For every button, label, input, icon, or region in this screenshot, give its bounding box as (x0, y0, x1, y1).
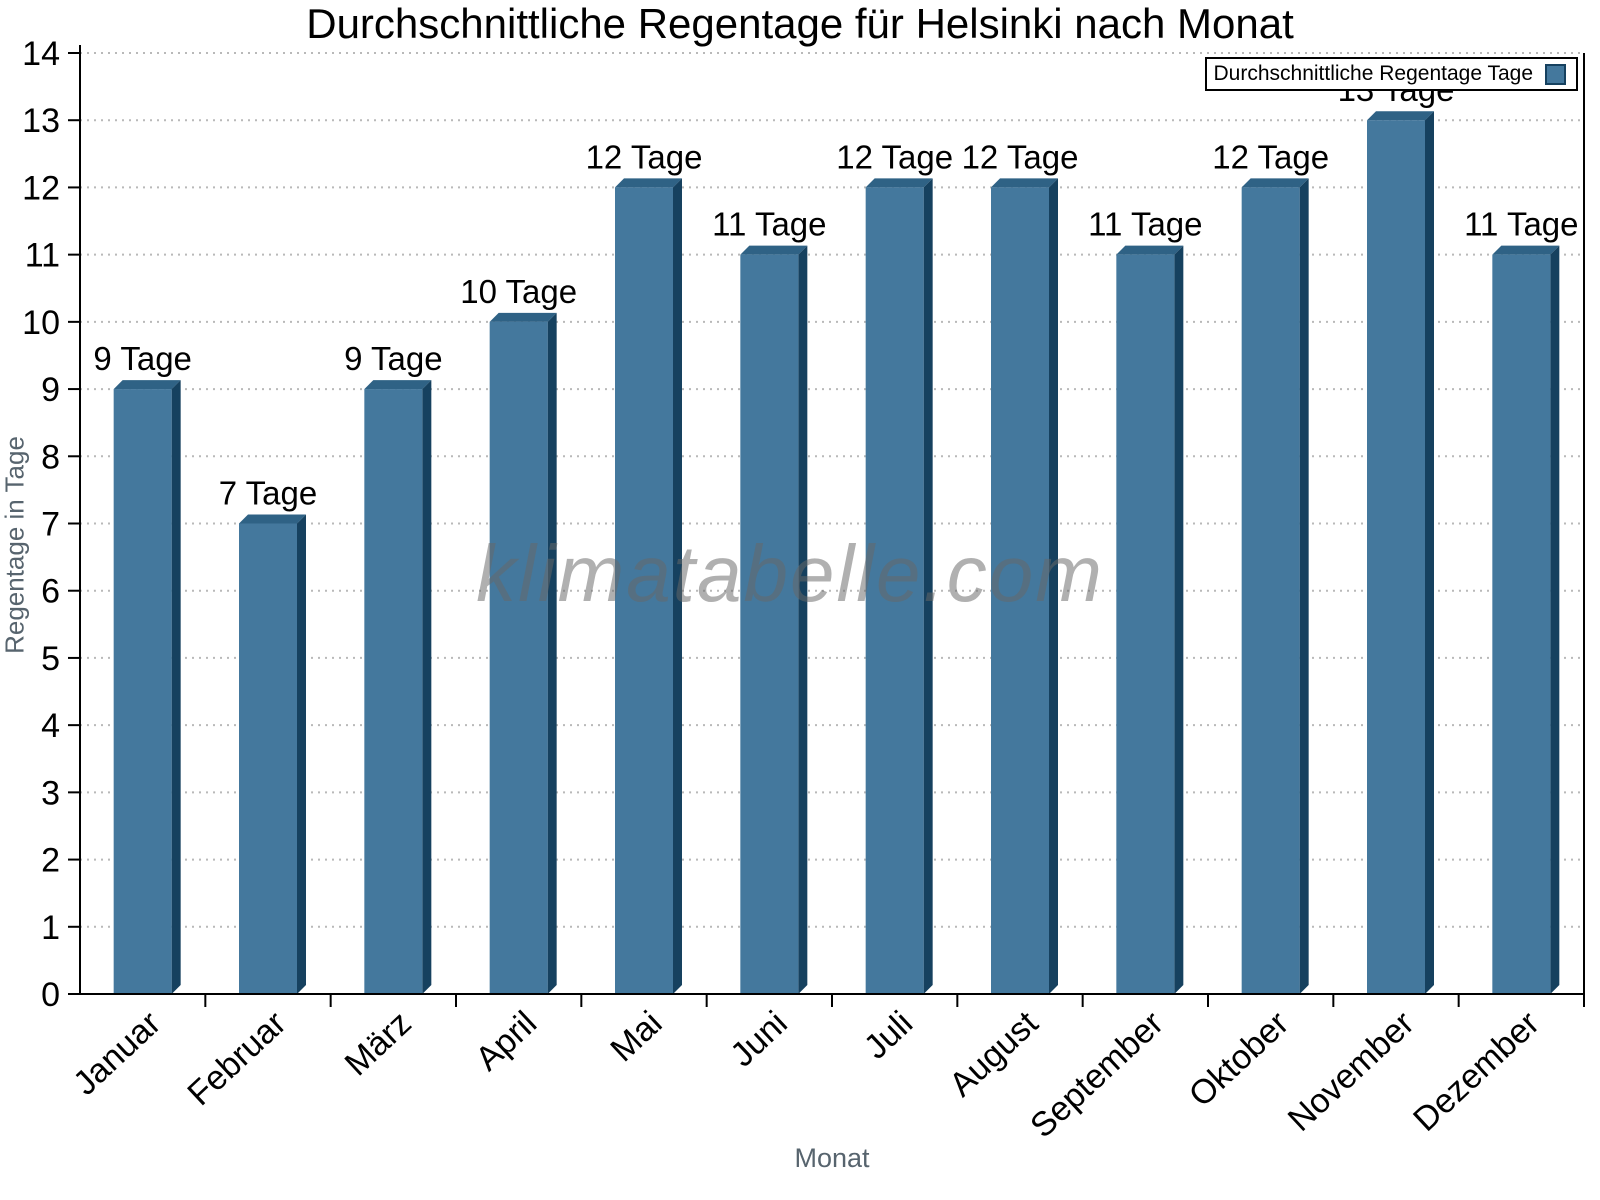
bar-top-face (991, 178, 1058, 188)
x-tick-label: September (1023, 1004, 1171, 1145)
bar-top-face (1367, 111, 1434, 121)
bar-top-face (1116, 245, 1184, 255)
bar-top-face (1241, 178, 1309, 188)
bar-side-face (798, 245, 808, 995)
bar-top-face (364, 380, 432, 390)
legend-label: Durchschnittliche Regentage Tage (1213, 62, 1533, 85)
y-tick-label: 5 (41, 640, 60, 678)
x-tick-label: Oktober (1182, 1004, 1296, 1114)
y-tick-label: 14 (22, 35, 60, 73)
bar-side-face (171, 380, 181, 995)
bar (364, 389, 423, 995)
bar (1116, 254, 1175, 995)
bar-value-label: 10 Tage (460, 273, 577, 310)
x-tick-label: Juni (723, 1004, 795, 1074)
y-tick-label: 2 (41, 842, 60, 880)
chart-title: Durchschnittliche Regentage für Helsinki… (306, 0, 1294, 47)
y-tick-label: 12 (22, 169, 60, 207)
y-axis-title: Regentage in Tage (0, 436, 30, 654)
bar (1241, 187, 1300, 994)
bar (489, 321, 548, 994)
x-tick-label: August (942, 1004, 1046, 1104)
bar-top-face (113, 380, 181, 390)
bar-value-label: 12 Tage (1212, 138, 1329, 175)
bar (1367, 120, 1425, 994)
x-tick-label: Mai (603, 1004, 669, 1069)
legend: Durchschnittliche Regentage Tage (1205, 57, 1578, 91)
bar-value-label: 12 Tage (836, 138, 953, 175)
x-tick-label: Januar (66, 1004, 168, 1103)
bar-value-label: 7 Tage (219, 475, 317, 512)
bar-top-face (239, 514, 306, 524)
bar (615, 187, 673, 994)
bar-value-label: 12 Tage (586, 138, 703, 175)
bar (1492, 254, 1551, 995)
x-tick-label: März (338, 1004, 419, 1083)
bar-top-face (615, 178, 682, 188)
bar-value-label: 9 Tage (93, 340, 191, 377)
bar (113, 389, 172, 995)
bar-value-label: 12 Tage (962, 138, 1079, 175)
x-tick-label: Dezember (1406, 1004, 1547, 1139)
bar (865, 187, 924, 994)
x-tick-label: November (1281, 1004, 1422, 1139)
bar-top-face (740, 245, 808, 255)
bar-side-face (1049, 178, 1058, 994)
y-tick-label: 13 (22, 102, 60, 140)
y-tick-label: 10 (22, 304, 60, 342)
y-tick-label: 1 (41, 909, 60, 947)
bar-top-face (489, 312, 557, 322)
bar-value-label: 11 Tage (712, 206, 826, 243)
bar (239, 523, 297, 994)
x-axis-title: Monat (794, 1143, 870, 1173)
y-tick-label: 8 (41, 438, 60, 476)
bar-side-face (422, 380, 432, 995)
bar (991, 187, 1049, 994)
y-tick-label: 4 (41, 707, 60, 745)
bar-value-label: 11 Tage (1088, 206, 1202, 243)
y-tick-label: 6 (41, 573, 60, 611)
bar-value-label: 11 Tage (1464, 206, 1578, 243)
bar-side-face (1425, 111, 1434, 994)
bar-side-face (1299, 178, 1309, 994)
bar-side-face (1174, 245, 1184, 995)
y-tick-label: 3 (41, 774, 60, 812)
y-tick-label: 11 (25, 237, 60, 275)
x-tick-label: Juli (857, 1004, 920, 1067)
bar-side-face (1550, 245, 1560, 995)
legend-swatch-icon (1545, 63, 1566, 85)
y-tick-label: 0 (41, 976, 60, 1014)
y-tick-label: 7 (41, 506, 60, 544)
bar-side-face (297, 514, 306, 994)
x-tick-label: April (468, 1004, 544, 1078)
bar-value-label: 9 Tage (344, 340, 442, 377)
bar-side-face (547, 312, 557, 994)
bar (740, 254, 799, 995)
y-tick-label: 9 (41, 371, 60, 409)
bar-top-face (865, 178, 933, 188)
x-tick-label: Februar (180, 1004, 293, 1113)
bar-side-face (923, 178, 933, 994)
bar-side-face (673, 178, 682, 994)
bar-top-face (1492, 245, 1560, 255)
